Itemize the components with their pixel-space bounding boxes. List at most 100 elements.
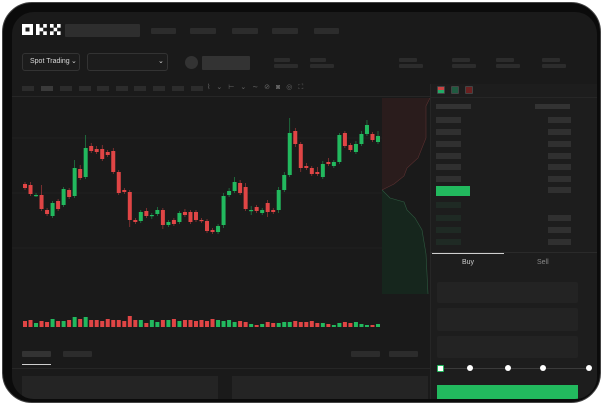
timeframe-button[interactable]	[60, 86, 72, 91]
volume-bar	[293, 321, 298, 327]
chevron-down-icon[interactable]: ⌄	[240, 84, 253, 91]
candle-down	[94, 149, 99, 152]
candle-up	[149, 215, 154, 217]
orderbook-both-icon[interactable]	[437, 86, 445, 94]
chevron-down-icon: ⌄	[158, 58, 164, 65]
candle-up	[276, 190, 281, 210]
volume-bar	[221, 321, 226, 327]
nav-item[interactable]	[272, 28, 298, 34]
tab-buy[interactable]: Buy	[462, 259, 475, 266]
amount-slider[interactable]	[441, 368, 591, 369]
candle-up	[287, 133, 292, 175]
candle-down	[45, 210, 50, 214]
slider-stop-50[interactable]	[505, 365, 511, 371]
bid-price	[436, 202, 461, 208]
slider-handle[interactable]	[437, 365, 444, 372]
filter-button[interactable]	[351, 351, 380, 357]
candle-down	[304, 166, 309, 168]
ask-depth-area	[382, 98, 430, 190]
volume-bar	[298, 322, 303, 327]
orderbook-asks-icon[interactable]	[465, 86, 473, 94]
bid-price	[436, 215, 461, 221]
slider-stop-100[interactable]	[586, 365, 592, 371]
candle-up	[359, 134, 364, 144]
timeframe-button[interactable]	[22, 86, 34, 91]
volume-bar	[138, 320, 143, 327]
candle-down	[89, 146, 94, 151]
volume-bar	[160, 320, 165, 327]
camera-icon[interactable]: ◙	[276, 84, 287, 91]
timeframe-button[interactable]	[134, 86, 146, 91]
orderbook-header-amount	[535, 104, 570, 109]
candle-up	[331, 162, 336, 166]
last-price	[436, 186, 470, 196]
timeframe-button[interactable]	[172, 86, 184, 91]
candle-down	[56, 201, 61, 209]
volume-bar	[243, 322, 248, 327]
candle-down	[133, 220, 138, 222]
candle-down	[342, 133, 347, 146]
timeframe-button[interactable]	[97, 86, 109, 91]
volume-bar	[342, 322, 347, 327]
volume-bar	[193, 321, 198, 327]
chart-type-icon[interactable]: ⊢	[228, 84, 241, 91]
fullscreen-icon[interactable]: ⛶	[298, 84, 310, 91]
candle-down	[144, 211, 149, 216]
candle-down	[28, 185, 33, 194]
settings-icon[interactable]: ◎	[286, 84, 299, 91]
total-input[interactable]	[437, 336, 578, 358]
timeframe-button[interactable]	[191, 86, 203, 91]
candle-down	[205, 221, 210, 231]
orderbook-bids-icon[interactable]	[451, 86, 459, 94]
candle-up	[166, 222, 171, 225]
search-bar[interactable]	[65, 24, 140, 37]
candle-down	[370, 134, 375, 140]
bid-amount	[548, 239, 571, 245]
amount-input[interactable]	[437, 308, 578, 331]
nav-item[interactable]	[151, 28, 176, 34]
timeframe-button[interactable]	[116, 86, 128, 91]
stat-value	[399, 64, 423, 68]
timeframe-button[interactable]	[41, 86, 53, 91]
pair-select[interactable]: ⌄	[87, 53, 168, 71]
candle-up	[364, 125, 369, 134]
volume-bar	[353, 322, 358, 327]
indicator-icon[interactable]: ⌇	[207, 84, 217, 91]
timeframe-button[interactable]	[79, 86, 91, 91]
volume-bar	[94, 320, 99, 327]
stat-value	[542, 64, 566, 68]
tab-sell[interactable]: Sell	[537, 259, 549, 266]
candle-up	[221, 196, 226, 225]
volume-bar	[331, 325, 336, 327]
stat-label	[310, 58, 326, 62]
ask-price	[436, 117, 461, 123]
chevron-down-icon[interactable]: ⌄	[216, 84, 229, 91]
buy-button[interactable]	[437, 385, 578, 399]
nav-item[interactable]	[314, 28, 339, 34]
candle-down	[210, 230, 215, 232]
chevron-down-icon: ⌄	[71, 58, 77, 65]
candle-down	[122, 190, 127, 192]
bid-amount	[548, 227, 571, 233]
nav-item[interactable]	[190, 28, 216, 34]
candle-down	[127, 192, 132, 220]
stat-label	[542, 58, 560, 62]
ruler-icon[interactable]: ⊘	[264, 84, 277, 91]
filter-button[interactable]	[389, 351, 418, 357]
candle-down	[67, 190, 72, 197]
candlestick-chart[interactable]	[12, 98, 384, 338]
slider-stop-25[interactable]	[467, 365, 473, 371]
candle-down	[116, 172, 121, 193]
tab-open-orders[interactable]	[22, 351, 51, 357]
volume-bar	[364, 325, 369, 327]
tab-order-history[interactable]	[63, 351, 92, 357]
ask-depth-line	[382, 98, 430, 191]
price-input[interactable]	[437, 282, 578, 303]
market-select[interactable]: Spot Trading ⌄	[22, 53, 80, 71]
volume-bar	[166, 320, 171, 327]
candle-down	[243, 187, 248, 209]
timeframe-button[interactable]	[153, 86, 165, 91]
nav-item[interactable]	[232, 28, 258, 34]
line-icon[interactable]: ∼	[252, 84, 265, 91]
slider-stop-75[interactable]	[540, 365, 546, 371]
